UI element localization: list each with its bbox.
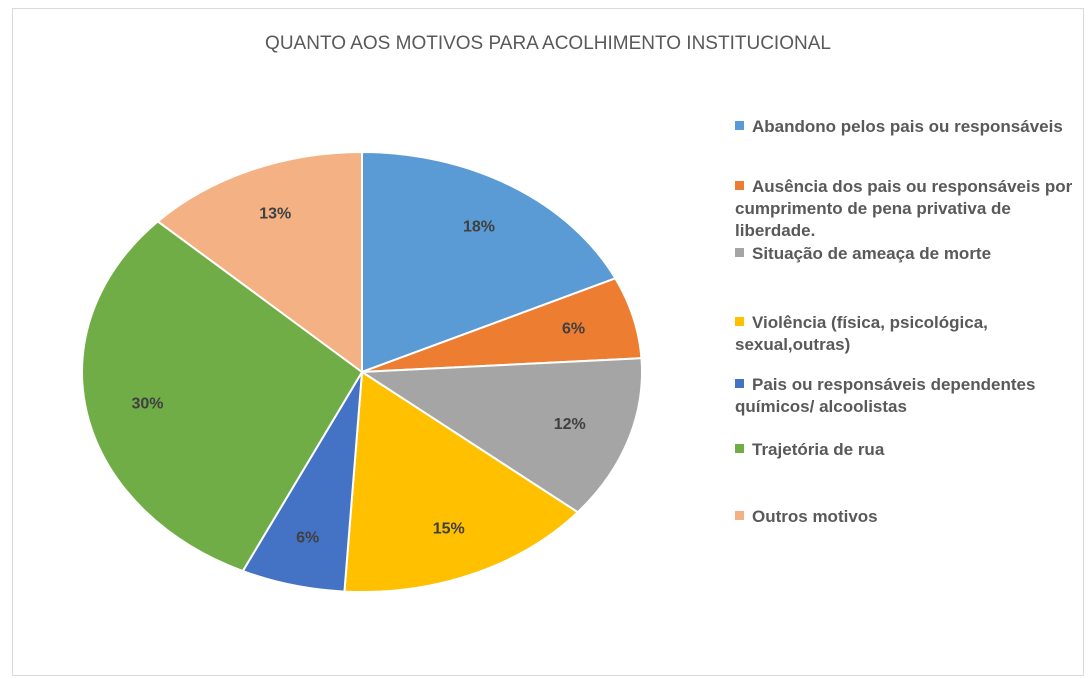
legend-item: Violência (física, psicológica, sexual,o… xyxy=(735,312,1080,356)
legend-item: Situação de ameaça de morte xyxy=(735,243,1080,265)
data-label: 18% xyxy=(463,218,495,235)
legend-item: Ausência dos pais ou responsáveis por cu… xyxy=(735,176,1080,242)
pie-slice xyxy=(81,220,364,573)
legend-swatch xyxy=(735,121,744,130)
legend-label: Pais ou responsáveis dependentes químico… xyxy=(735,375,1036,416)
pie-slice xyxy=(358,357,643,514)
data-label: 15% xyxy=(433,521,465,538)
legend-swatch xyxy=(735,317,744,326)
legend-item: Pais ou responsáveis dependentes químico… xyxy=(735,374,1080,418)
data-label: 6% xyxy=(296,529,319,546)
chart-title: QUANTO AOS MOTIVOS PARA ACOLHIMENTO INST… xyxy=(265,33,831,54)
legend-label: Violência (física, psicológica, sexual,o… xyxy=(735,313,988,354)
legend-label: Ausência dos pais ou responsáveis por cu… xyxy=(735,177,1073,240)
pie-slice xyxy=(343,370,580,593)
legend-swatch xyxy=(735,511,744,520)
legend-swatch xyxy=(735,379,744,388)
data-label: 13% xyxy=(259,206,291,223)
legend-label: Trajetória de rua xyxy=(752,440,885,459)
data-label: 12% xyxy=(554,416,586,433)
pie-slice xyxy=(361,150,617,374)
data-label: 6% xyxy=(562,321,585,338)
legend-swatch xyxy=(735,444,744,453)
legend-label: Abandono pelos pais ou responsáveis xyxy=(752,117,1063,136)
legend-item: Outros motivos xyxy=(735,506,1080,528)
legend-item: Trajetória de rua xyxy=(735,439,1080,461)
pie-slice xyxy=(156,150,363,374)
legend-label: Situação de ameaça de morte xyxy=(752,244,992,263)
legend-swatch xyxy=(735,248,744,257)
chart-frame xyxy=(12,8,1084,676)
legend-swatch xyxy=(735,181,744,190)
legend-label: Outros motivos xyxy=(752,507,878,526)
data-label: 30% xyxy=(131,395,163,412)
legend-item: Abandono pelos pais ou responsáveis xyxy=(735,116,1080,138)
